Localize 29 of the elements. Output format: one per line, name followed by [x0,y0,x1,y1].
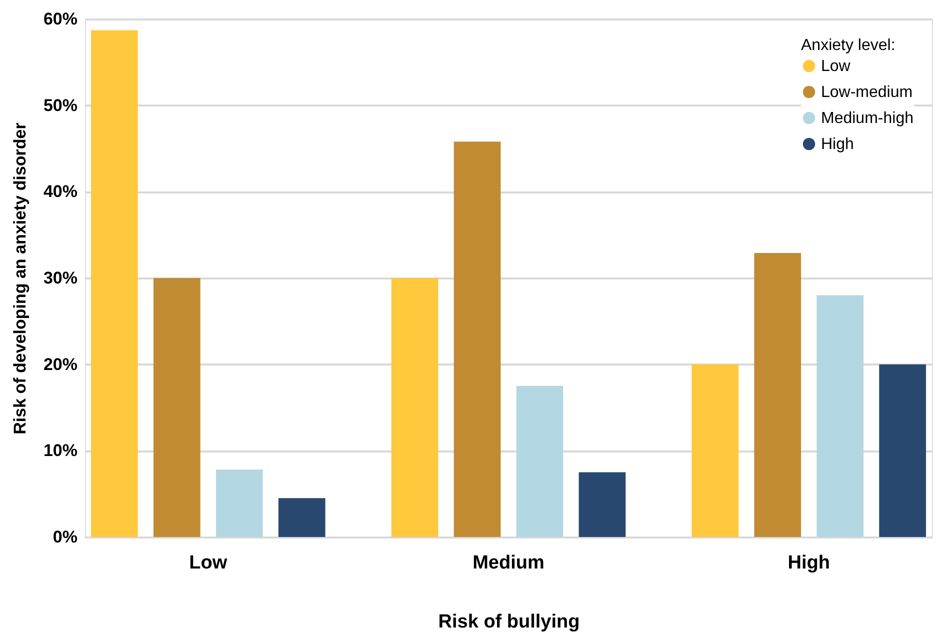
y-tick-label: 0% [52,528,78,546]
bar [578,472,626,537]
x-tick-label: High [788,552,830,574]
bar [516,386,564,537]
bar [692,364,739,537]
y-tick-label: 50% [43,96,78,115]
bar [879,364,926,537]
x-axis-title: Risk of bullying [438,612,580,632]
bar [816,295,864,537]
bar [454,142,501,537]
x-tick-label: Low [189,552,228,574]
y-tick-label: 10% [43,441,78,460]
y-tick-label: 60% [43,10,78,28]
legend-label: Medium-high [821,110,914,127]
bar [91,30,138,537]
bar [216,470,263,537]
y-tick-label: 20% [43,354,78,374]
x-tick-label: Medium [472,552,544,574]
bar [754,252,802,537]
legend-label: High [821,136,854,153]
y-axis-title: Risk of developing an anxiety disorder [10,122,30,434]
legend-label: Low-medium [821,84,913,101]
bar [278,498,326,537]
legend-title: Anxiety level: [801,37,896,54]
y-tick-label: 30% [43,268,78,288]
legend-label: Low [821,58,851,75]
y-tick-label: 40% [43,182,78,202]
bar [153,278,200,537]
bar [391,278,438,537]
